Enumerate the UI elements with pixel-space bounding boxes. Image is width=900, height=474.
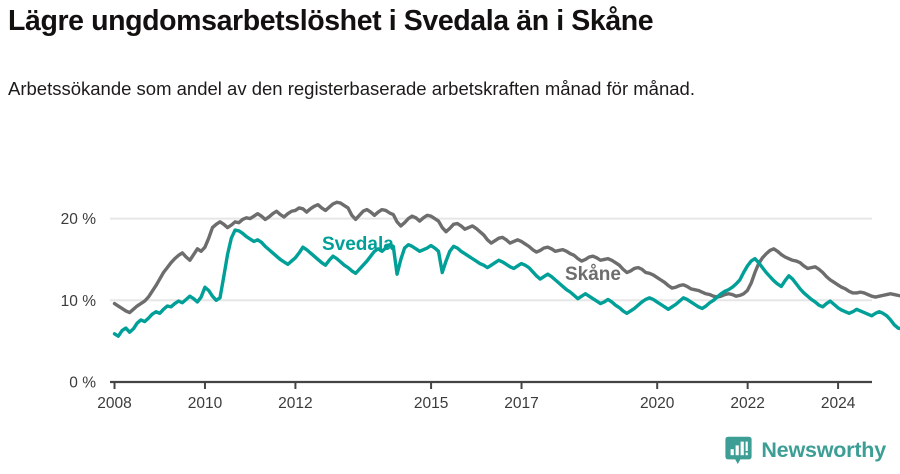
page-title: Lägre ungdomsarbetslöshet i Svedala än i…: [8, 5, 654, 37]
series-lines: [112, 200, 900, 338]
bar-chart-badge-icon: [725, 436, 752, 466]
x-tick-label: 2010: [188, 395, 223, 412]
y-tick-label: 20 %: [61, 211, 97, 228]
x-tick-label: 2020: [640, 395, 675, 412]
x-axis: [110, 380, 872, 389]
series-label-skne: Skåne: [565, 264, 621, 285]
brand-footer: Newsworthy: [725, 436, 886, 466]
x-tick-label: 2012: [278, 395, 312, 412]
logo-svg: [725, 436, 752, 464]
series-inline-labels: Skåne Svedala: [322, 234, 621, 285]
x-tick-label: 2015: [414, 395, 448, 412]
series-line-svedala: [112, 228, 900, 338]
series-label-svedala: Svedala: [322, 234, 394, 255]
chart-svg: 0 % 10 % 20 % 2008 2010 2012 2015 2017 2020 2022…: [61, 200, 900, 412]
line-chart: 0 % 10 % 20 % 2008 2010 2012 2015 2017 2020 2022…: [0, 170, 900, 420]
x-tick-label: 2022: [730, 395, 764, 412]
x-tick-label: 2008: [97, 395, 131, 412]
x-tick-label: 2024: [821, 395, 856, 412]
y-tick-label: 0 %: [69, 375, 96, 392]
series-line-skne: [112, 200, 900, 315]
y-axis-tick-labels: 0 % 10 % 20 %: [61, 211, 97, 391]
y-tick-label: 10 %: [61, 293, 97, 310]
brand-name: Newsworthy: [761, 438, 886, 463]
x-tick-label: 2017: [504, 395, 538, 412]
page-subtitle: Arbetssökande som andel av den registerb…: [8, 78, 695, 99]
x-axis-tick-labels: 2008 2010 2012 2015 2017 2020 2022 2024: [97, 395, 855, 412]
gridlines: [110, 217, 872, 302]
